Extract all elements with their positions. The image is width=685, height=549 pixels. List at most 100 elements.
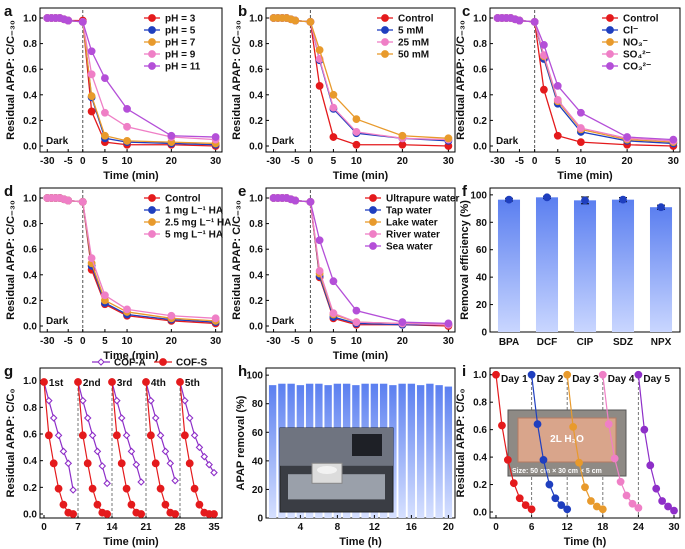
y-tick-label-f: 100	[470, 190, 487, 201]
data-point-c-4	[669, 135, 678, 144]
y-tick-label-d: 0.4	[23, 270, 37, 281]
legend-marker-e-4	[369, 242, 377, 250]
legend-label-e-4: Sea water	[386, 242, 433, 253]
data-point-g-0	[185, 414, 194, 422]
panel-label-b: b	[238, 3, 247, 20]
data-point-c-4	[623, 133, 632, 141]
legend-marker-b-1	[381, 26, 389, 34]
legend-label-c-3: SO₄²⁻	[623, 50, 651, 61]
y-tick-label-b: 0.2	[249, 116, 263, 127]
data-point-e-3	[329, 309, 338, 318]
data-point-g-0	[83, 414, 92, 422]
data-point-c-4	[515, 16, 524, 25]
y-tick-label-d: 0.2	[23, 296, 37, 307]
series-line-g-0	[179, 381, 215, 473]
data-point-g-1	[180, 431, 189, 440]
data-point-i-2	[575, 458, 583, 467]
data-point-c-3	[553, 96, 562, 104]
data-point-g-0	[151, 414, 160, 422]
y-axis-title-c: Residual APAP: C/C₋₃₀	[455, 20, 467, 140]
day-label-i-3: Day 4	[608, 374, 635, 385]
data-point-g-0	[156, 431, 165, 440]
data-point-g-1	[112, 431, 121, 440]
y-tick-label-b: 0.0	[249, 142, 263, 153]
legend-label-c-1: Cl⁻	[623, 26, 638, 37]
bar-hour-19	[435, 385, 443, 518]
y-tick-label-i: 0.0	[473, 508, 487, 519]
y-tick-label-a: 0.6	[23, 65, 37, 76]
data-point-i-1	[533, 420, 542, 429]
data-point-g-1	[185, 459, 194, 468]
data-point-i-0	[503, 455, 512, 464]
legend-label-c-0: Control	[623, 14, 659, 25]
x-tick-label-c: -5	[515, 156, 524, 167]
x-tick-label-d: -5	[64, 336, 73, 347]
cycle-label: 5th	[185, 378, 200, 389]
x-tick-label-c: 5	[555, 156, 561, 167]
x-tick-label-i: 18	[597, 522, 609, 533]
x-tick-label-i: 12	[562, 522, 574, 533]
x-tick-label-g: 7	[75, 522, 81, 533]
x-tick-label-d: 5	[102, 336, 108, 347]
plot-frame-b	[265, 7, 456, 153]
data-point-g-1	[151, 459, 160, 468]
data-point-g-0	[98, 462, 107, 470]
y-tick-label-g: 0.0	[23, 510, 37, 521]
legend-label-g: COF-S	[176, 358, 207, 369]
y-axis-title-g: Residual APAP: C/C₀	[5, 389, 17, 498]
y-tick-label-b: 1.0	[249, 14, 263, 25]
data-point-g-0	[122, 431, 131, 440]
legend-label-d-2: 2.5 mg L⁻¹ HA	[165, 218, 231, 229]
data-point-i-0	[509, 479, 518, 488]
x-tick-label-h: 4	[298, 522, 304, 533]
legend-label-a-0: pH = 3	[165, 14, 196, 25]
x-tick-label-a: 20	[166, 156, 178, 167]
legend-marker-d-3	[148, 230, 156, 238]
y-tick-label-b: 0.8	[249, 39, 263, 50]
data-point-i-2	[587, 497, 595, 505]
photo-lamp-glow	[317, 466, 337, 474]
legend-label-d-1: 1 mg L⁻¹ HA	[165, 206, 223, 217]
data-point-i-1	[551, 494, 560, 503]
data-point-g-1	[59, 500, 68, 509]
data-point-a-4	[167, 131, 176, 140]
x-tick-label-c: -30	[490, 156, 505, 167]
data-point-g-0	[64, 459, 73, 468]
y-tick-label-e: 0.0	[249, 322, 263, 333]
x-tick-label-c: 30	[668, 156, 680, 167]
bar-hour-15	[398, 383, 406, 518]
plot-frame-d	[39, 187, 223, 333]
bar-mean-point-BPA	[505, 195, 513, 204]
x-tick-label-e: 0	[308, 336, 314, 347]
legend-label-d-3: 5 mg L⁻¹ HA	[165, 230, 223, 241]
data-point-i-3	[622, 491, 631, 500]
bar-hour-20	[444, 386, 453, 518]
series-line-c-4	[497, 17, 674, 141]
data-point-b-3	[329, 90, 338, 99]
data-point-i-2	[563, 370, 572, 379]
cycle-label: 1st	[49, 378, 64, 389]
x-tick-label-SDZ: SDZ	[613, 337, 633, 348]
x-axis-title-i: Time (h)	[564, 536, 607, 548]
data-point-g-0	[117, 414, 126, 422]
data-point-i-0	[498, 421, 506, 430]
x-tick-label-e: 20	[397, 336, 409, 347]
panel-label-e: e	[238, 183, 246, 200]
legend-marker-e-2	[369, 218, 377, 226]
x-axis-title-h: Time (h)	[339, 536, 382, 548]
legend-marker-e-0	[369, 194, 377, 202]
data-point-i-4	[652, 484, 661, 493]
legend-marker-e-1	[369, 206, 377, 214]
y-axis-title-i: Residual APAP: C/C₀	[455, 389, 467, 498]
legend-label-b-2: 25 mM	[398, 38, 429, 49]
y-tick-label-c: 0.2	[473, 116, 487, 127]
x-tick-label-b: 30	[443, 156, 455, 167]
bar-hour-16	[407, 383, 416, 518]
data-point-g-1	[210, 510, 218, 518]
x-tick-label-c: 0	[532, 156, 538, 167]
data-point-c-0	[539, 85, 548, 94]
data-point-e-4	[291, 196, 300, 205]
data-point-g-1	[108, 378, 116, 386]
data-point-g-0	[190, 431, 199, 440]
legend-label-d-0: Control	[165, 194, 201, 205]
